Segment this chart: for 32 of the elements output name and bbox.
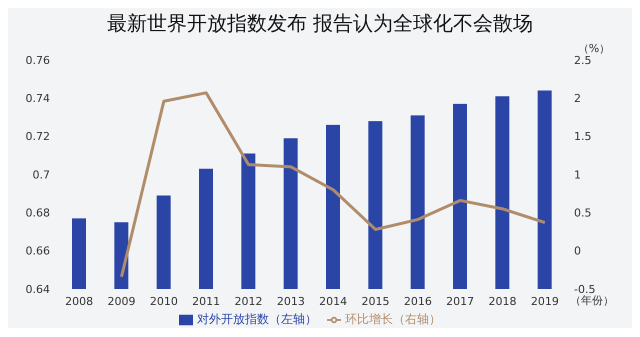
x-tick-label: 2010 [150,294,178,308]
y2-tick-label: 0.5 [574,206,592,220]
y-tick-label: 0.66 [26,244,50,258]
y2-tick-label: -0.5 [574,282,596,296]
line-series [120,91,546,278]
x-tick-label: 2012 [234,294,262,308]
y2-axis-title: （%） [578,42,610,55]
x-tick-label: 2013 [276,294,305,308]
x-tick-label: 2008 [65,294,94,308]
y-tick-label: 0.76 [26,54,50,67]
x-tick-label: 2017 [446,294,474,308]
y-tick-label: 0.64 [26,282,50,296]
x-tick-label: 2014 [319,294,348,308]
y2-tick-label: 2.5 [574,54,592,67]
x-tick-label: 2016 [404,294,432,308]
y2-tick-label: 0 [574,244,581,258]
y-tick-label: 0.74 [26,92,50,106]
y-tick-label: 0.7 [32,168,50,182]
y-tick-label: 0.68 [26,206,50,220]
chart-title: 最新世界开放指数发布 报告认为全球化不会散场 [106,10,534,37]
x-tick-label: 2019 [530,294,559,308]
x-tick-label: 2015 [362,294,390,308]
x-tick-label: 2011 [192,294,220,308]
y-tick-label: 0.72 [26,130,50,144]
x-tick-label: 2009 [108,294,136,308]
y2-tick-label: 1.5 [574,130,592,144]
x-tick-label: 2018 [488,294,516,308]
y2-tick-label: 2 [574,92,581,106]
x-axis-title: （年份） [570,294,614,307]
legend-label: 环比增长（右轴） [345,312,441,326]
y2-tick-label: 1 [574,168,581,182]
legend-label: 对外开放指数（左轴） [197,312,317,326]
